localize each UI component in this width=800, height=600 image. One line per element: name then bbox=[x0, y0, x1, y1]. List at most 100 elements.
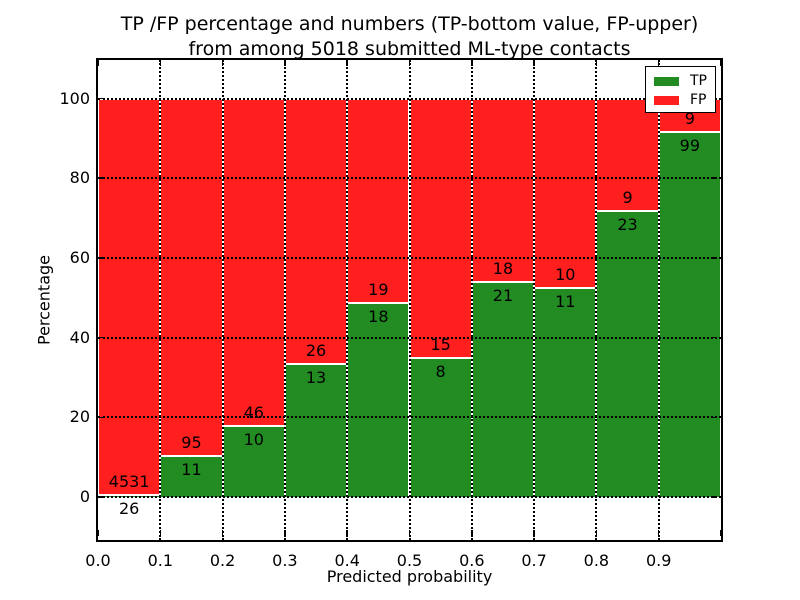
tp-swatch-icon bbox=[654, 77, 679, 86]
x-tick bbox=[346, 60, 348, 66]
v-gridline bbox=[346, 60, 349, 540]
x-tick bbox=[97, 530, 99, 536]
x-tick-label: 0.3 bbox=[272, 551, 298, 570]
fp-count-label: 9 bbox=[684, 108, 695, 128]
x-tick-label: 0.4 bbox=[334, 551, 360, 570]
tp-count-label: 13 bbox=[305, 368, 327, 388]
x-tick bbox=[720, 530, 722, 536]
y-tick bbox=[98, 177, 104, 179]
y-tick-label: 0 bbox=[79, 487, 90, 506]
y-tick-label: 80 bbox=[69, 168, 90, 188]
x-tick bbox=[657, 530, 660, 536]
legend-entry-tp: TP bbox=[654, 72, 715, 91]
bars-layer bbox=[98, 60, 721, 540]
y-tick bbox=[98, 336, 104, 339]
x-tick bbox=[595, 530, 598, 536]
y-tick bbox=[711, 336, 717, 339]
x-tick bbox=[408, 530, 411, 536]
x-tick bbox=[159, 530, 162, 536]
x-tick-label: 0.5 bbox=[396, 551, 423, 570]
x-tick bbox=[284, 60, 286, 66]
tp-count-label: 18 bbox=[368, 307, 389, 327]
x-tick bbox=[471, 530, 473, 536]
chart-title: TP /FP percentage and numbers (TP-bottom… bbox=[96, 12, 723, 62]
v-gridline bbox=[283, 60, 286, 540]
fp-bar bbox=[284, 98, 348, 365]
tp-count-label: 26 bbox=[118, 498, 140, 518]
y-tick bbox=[98, 97, 104, 100]
x-tick bbox=[533, 60, 535, 66]
y-tick bbox=[711, 496, 717, 498]
tp-count-label: 8 bbox=[435, 362, 446, 382]
legend-entry-fp: FP bbox=[654, 91, 715, 110]
tp-bar bbox=[222, 425, 285, 497]
y-tick bbox=[711, 177, 717, 179]
x-tick-label: 0.2 bbox=[209, 551, 236, 570]
x-tick bbox=[284, 530, 286, 536]
bar-count-labels-layer: 4531 26 95 11 46 10 26 13 19 18 15 8 18 21 10 11 9 23 9 99 bbox=[98, 60, 721, 540]
tp-bar bbox=[284, 364, 348, 497]
gridlines-layer bbox=[98, 60, 721, 540]
v-gridline bbox=[221, 60, 224, 540]
fp-bar bbox=[98, 98, 161, 495]
y-tick bbox=[98, 257, 104, 259]
x-tick bbox=[533, 530, 535, 536]
fp-count-label: 10 bbox=[555, 265, 576, 285]
x-tick bbox=[97, 60, 99, 66]
x-tick bbox=[159, 60, 162, 66]
legend-label-tp: TP bbox=[690, 73, 707, 89]
x-tick bbox=[221, 530, 224, 536]
fp-count-label: 26 bbox=[305, 341, 327, 361]
fp-bar bbox=[409, 98, 472, 359]
fp-count-label: 15 bbox=[430, 335, 451, 355]
y-tick bbox=[711, 416, 717, 419]
chart-title-line1: TP /FP percentage and numbers (TP-bottom… bbox=[120, 13, 699, 35]
x-tick bbox=[221, 60, 224, 66]
tp-count-label: 11 bbox=[555, 292, 576, 312]
fp-count-label: 4531 bbox=[108, 471, 150, 491]
tp-count-label: 23 bbox=[617, 214, 638, 234]
fp-count-label: 9 bbox=[622, 187, 633, 207]
x-axis-label: Predicted probability bbox=[326, 567, 493, 586]
fp-count-label: 19 bbox=[368, 280, 389, 300]
fp-swatch-icon bbox=[654, 96, 679, 105]
y-tick-label: 60 bbox=[69, 247, 90, 267]
v-gridline bbox=[657, 60, 660, 540]
x-tick bbox=[346, 530, 348, 536]
v-gridline bbox=[595, 60, 598, 540]
legend-label-fp: FP bbox=[690, 92, 707, 108]
x-tick-label: 0.6 bbox=[459, 551, 485, 570]
fp-bar bbox=[596, 98, 659, 211]
x-tick-label: 0.1 bbox=[147, 551, 174, 570]
v-gridline bbox=[470, 60, 473, 540]
tp-bar bbox=[471, 282, 535, 497]
x-tick-label: 0.8 bbox=[583, 551, 610, 570]
legend: TP FP bbox=[645, 66, 716, 113]
fp-count-label: 95 bbox=[181, 432, 202, 452]
x-tick-label: 0.7 bbox=[521, 551, 547, 570]
tp-count-label: 11 bbox=[181, 459, 202, 479]
tp-count-label: 10 bbox=[243, 429, 264, 449]
y-tick bbox=[711, 257, 717, 259]
x-tick bbox=[595, 60, 598, 66]
y-tick-label: 20 bbox=[69, 407, 90, 427]
y-tick bbox=[98, 496, 104, 498]
ticks-layer bbox=[97, 60, 722, 540]
plot-area: 4531 26 95 11 46 10 26 13 19 18 15 8 18 21 10 11 9 23 9 99 bbox=[96, 58, 723, 542]
fp-count-label: 18 bbox=[492, 259, 514, 279]
x-tick-label: 0.0 bbox=[85, 551, 111, 570]
y-tick-label: 40 bbox=[69, 327, 90, 347]
tp-count-label: 99 bbox=[679, 135, 701, 155]
x-tick bbox=[471, 60, 473, 66]
fp-bar bbox=[347, 98, 410, 304]
x-tick-label: 0.9 bbox=[645, 551, 672, 570]
v-gridline bbox=[159, 60, 162, 540]
v-gridline bbox=[533, 60, 536, 540]
y-tick bbox=[98, 416, 104, 419]
tp-bar bbox=[347, 303, 410, 497]
fp-bar bbox=[160, 98, 223, 456]
v-gridline bbox=[408, 60, 411, 540]
tp-count-label: 21 bbox=[492, 286, 514, 306]
y-tick-label: 100 bbox=[59, 88, 90, 108]
